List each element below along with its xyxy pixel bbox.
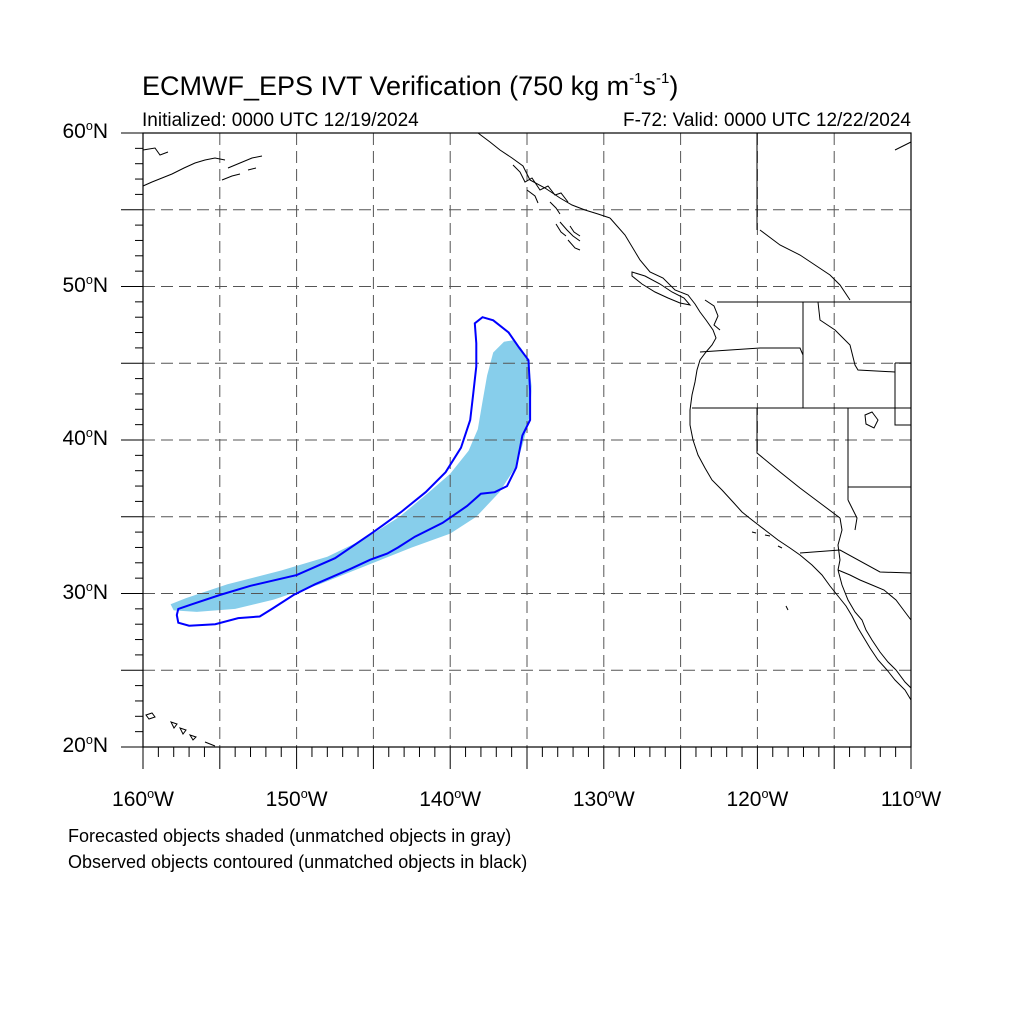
observed-object-contour	[175, 316, 532, 627]
canada-coast-north	[759, 229, 851, 301]
coastlines-and-borders	[142, 132, 912, 747]
lat-label: 30oN	[62, 579, 108, 604]
lon-label: 160oW	[112, 787, 174, 811]
us-mexico-border	[799, 549, 912, 574]
gridlines	[143, 133, 911, 747]
ca-az-border	[837, 517, 843, 571]
valid-time-label: F-72: Valid: 0000 UTC 12/22/2024	[623, 110, 911, 131]
alaska-coastline	[477, 132, 611, 219]
baja-california	[837, 569, 912, 689]
great-salt-lake	[864, 411, 879, 429]
arizona-border	[847, 499, 858, 531]
aleutian-coast	[142, 147, 263, 187]
wa-or-border	[699, 347, 804, 356]
ca-nv-border	[756, 408, 841, 519]
initialized-label: Initialized: 0000 UTC 12/19/2024	[142, 110, 419, 131]
lon-label: 150oW	[265, 787, 328, 811]
vancouver-island	[631, 271, 692, 306]
objects-layer	[170, 340, 532, 612]
lat-label: 40oN	[62, 426, 108, 450]
northeast-canada-coast	[894, 141, 912, 151]
map-frame	[121, 132, 912, 769]
alaska-panhandle-islands	[512, 164, 581, 251]
lon-label: 110oW	[880, 787, 942, 811]
lon-label: 130oW	[572, 787, 635, 811]
west-coast-north-america	[609, 217, 912, 701]
puget-sound	[704, 299, 721, 331]
wy-border	[894, 362, 911, 426]
observed-legend-note: Observed objects contoured (unmatched ob…	[68, 852, 528, 872]
lon-label: 120oW	[726, 787, 789, 811]
lat-label: 50oN	[62, 272, 108, 297]
hawaiian-islands	[145, 712, 216, 747]
forecast-legend-note: Forecasted objects shaded (unmatched obj…	[68, 826, 512, 846]
lon-label: 140oW	[419, 787, 482, 811]
lat-label: 20oN	[62, 733, 108, 757]
channel-islands	[751, 531, 789, 611]
forecast-object-shading	[170, 340, 532, 612]
lat-label: 60oN	[62, 119, 108, 143]
id-mt-border	[817, 301, 896, 373]
chart-title: ECMWF_EPS IVT Verification (750 kg m-1s-…	[142, 70, 679, 101]
